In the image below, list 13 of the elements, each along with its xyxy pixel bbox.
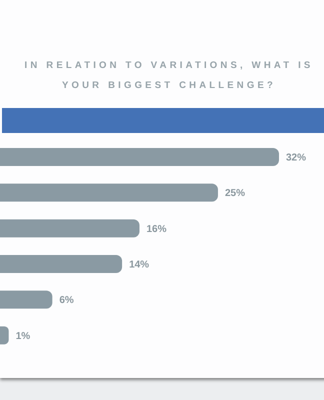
bar <box>0 184 218 202</box>
data-label: 25% <box>224 188 246 200</box>
data-label: 16% <box>146 224 167 235</box>
bar <box>0 255 122 273</box>
chart-title: IN RELATION TO VARIATIONS, WHAT IS YOUR BIGGEST CHALLENGE? <box>24 59 314 93</box>
bar <box>0 290 52 309</box>
data-label: 14% <box>129 260 150 271</box>
data-label: 6% <box>59 295 74 306</box>
bar <box>0 148 279 166</box>
data-label: 32% <box>286 152 306 164</box>
bar <box>0 326 9 344</box>
data-label: 1% <box>16 330 30 342</box>
bar <box>0 219 140 238</box>
